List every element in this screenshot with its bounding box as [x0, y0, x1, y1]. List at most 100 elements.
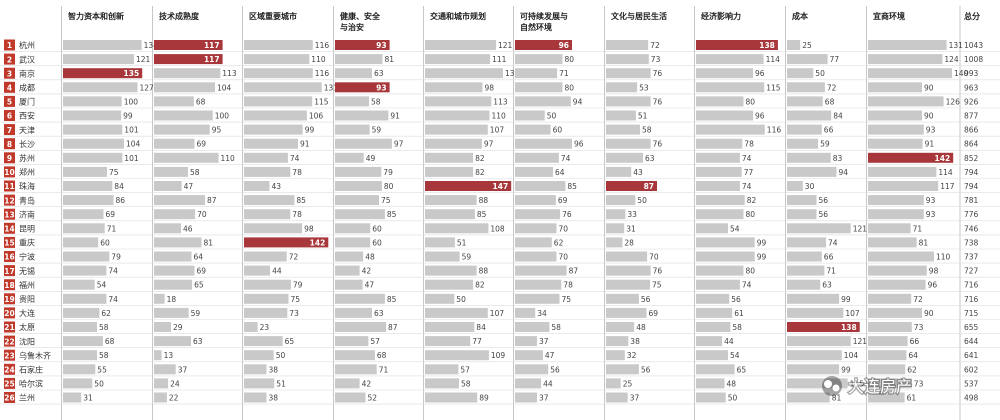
score-label: 115	[850, 379, 865, 388]
rank-badge	[4, 265, 15, 277]
score-bar	[696, 392, 726, 403]
rank-label: 11	[4, 182, 14, 191]
rank-badge	[4, 321, 15, 333]
score-label: 84	[476, 323, 486, 332]
score-bar	[696, 307, 733, 318]
score-label: 104	[217, 83, 232, 92]
rank-badge	[4, 110, 15, 121]
score-label: 116	[767, 126, 782, 135]
score-label: 77	[472, 337, 482, 346]
score-label: 73	[289, 309, 299, 318]
score-bar	[606, 54, 649, 65]
score-label: 94	[573, 97, 583, 106]
city-label: 宁波	[19, 252, 35, 262]
score-label: 89	[479, 394, 489, 403]
score-bar	[606, 251, 648, 262]
score-label: 74	[828, 238, 838, 247]
score-label: 73	[914, 323, 924, 332]
score-label: 115	[766, 83, 781, 92]
score-bar	[606, 392, 628, 403]
score-bar	[244, 68, 313, 79]
table-row: 2 武汉 121 117 110 81 111 80 73 114 77 124 1008	[0, 53, 1000, 66]
score-label: 100	[215, 112, 230, 121]
score-label: 80	[384, 182, 394, 191]
score-bar	[154, 166, 188, 177]
score-label: 131	[949, 41, 964, 50]
score-label: 63	[645, 154, 655, 163]
score-bar	[425, 378, 459, 389]
score-bar	[335, 96, 369, 107]
score-label: 90	[924, 309, 934, 318]
score-bar	[425, 251, 460, 262]
score-label: 64	[194, 253, 204, 262]
score-label: 96	[928, 281, 938, 290]
score-bar	[154, 279, 193, 290]
score-bar	[244, 293, 289, 304]
score-label: 34	[537, 309, 547, 318]
score-bar	[606, 40, 649, 50]
score-label: 147	[493, 182, 509, 191]
total-score: 727	[964, 267, 979, 276]
rank-badge	[4, 392, 15, 403]
score-bar	[515, 152, 559, 163]
column-header: 智力资本和创新	[68, 11, 124, 21]
score-label: 60	[372, 238, 382, 247]
score-bar	[868, 40, 947, 50]
score-bar	[868, 293, 912, 304]
score-label: 116	[315, 69, 330, 78]
score-label: 63	[374, 69, 384, 78]
score-label: 114	[766, 55, 781, 64]
score-label: 48	[636, 323, 646, 332]
table-row: 15 重庆 60 81 142 60 51 62 28 99 74 81 738	[0, 236, 1000, 250]
rank-label: 8	[7, 140, 12, 149]
score-bar	[606, 364, 639, 375]
score-label: 121	[853, 224, 868, 233]
score-label: 142	[935, 154, 951, 163]
watermark: 大连房产	[822, 376, 913, 397]
city-label: 石家庄	[19, 365, 43, 375]
score-bar	[425, 364, 459, 375]
rank-label: 16	[4, 253, 14, 262]
score-label: 70	[649, 253, 659, 262]
column-header: 区域重要城市	[249, 11, 297, 21]
score-label: 98	[304, 224, 314, 233]
rank-badge	[4, 222, 15, 234]
score-label: 55	[97, 365, 107, 374]
score-label: 108	[490, 224, 505, 233]
total-score: 715	[964, 309, 979, 318]
score-bar	[425, 96, 492, 107]
total-score: 794	[964, 182, 979, 191]
score-bar	[63, 82, 138, 93]
score-bar	[425, 40, 496, 50]
score-bar	[63, 40, 142, 50]
score-bar	[425, 209, 475, 220]
score-label: 68	[377, 351, 387, 360]
score-bar	[335, 223, 371, 234]
score-bar	[868, 279, 926, 290]
score-label: 59	[462, 253, 472, 262]
score-label: 80	[746, 97, 756, 106]
score-label: 82	[475, 281, 485, 290]
score-bar	[868, 209, 924, 220]
score-bar	[787, 265, 825, 276]
score-bar	[515, 237, 552, 248]
rank-badge	[4, 180, 15, 192]
score-bar	[425, 336, 471, 347]
score-label: 30	[805, 182, 815, 191]
score-bar	[244, 237, 329, 248]
score-bar	[425, 195, 477, 206]
city-label: 珠海	[19, 181, 35, 191]
score-bar	[154, 40, 223, 50]
table-row: 16 宁波 79 64 72 48 59 70 70 99 66 110 737	[0, 251, 1000, 264]
score-bar	[606, 378, 621, 389]
score-bar	[154, 237, 202, 248]
score-bar	[335, 307, 372, 318]
score-bar	[63, 54, 134, 65]
table-row: 7 天津 101 95 99 59 107 60 58 116 66 93 866	[0, 124, 1000, 137]
table-row: 6 西安 99 100 106 91 110 50 51 96 84 90 877	[0, 110, 1000, 123]
table-row: 17 无锡 74 69 44 42 88 87 76 80 71 98 727	[0, 265, 1000, 278]
rank-label: 15	[4, 239, 14, 248]
score-bar	[244, 364, 267, 375]
score-label: 50	[637, 196, 647, 205]
